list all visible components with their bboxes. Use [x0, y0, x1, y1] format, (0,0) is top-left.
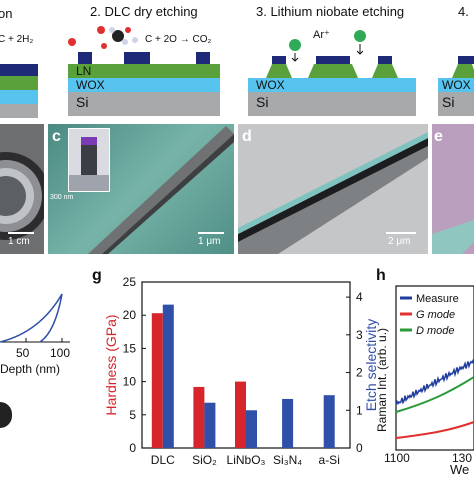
hardness-selectivity-chart: g 0 5 10 15 20 25 0 1 2 3 4 DLC SiO₂ LiNbO₃ Si₃N₄ a-Si H… — [92, 267, 379, 467]
chart-g-ytick-label-left: 10 — [123, 375, 137, 389]
chart-g-ytick-label-left: 15 — [123, 341, 137, 355]
chart-g-ytick-label-right: 1 — [356, 403, 363, 417]
bar-selectivity-1 — [204, 402, 216, 448]
chart-g-ylabel-left: Hardness (GPa) — [103, 314, 119, 415]
panel-f: 50 100 Depth (nm) — [0, 262, 78, 474]
chart-g-category-label: a-Si — [319, 453, 340, 467]
panel-f-xlabel: Depth (nm) — [0, 362, 61, 376]
raman-measured-line — [395, 358, 474, 406]
step2-stack — [68, 26, 220, 116]
panel-f-tip-image — [0, 402, 12, 428]
chart-g-ytick-label-left: 5 — [129, 408, 136, 422]
legend-label-measured: Measure — [416, 293, 459, 305]
raman-g-mode-line — [395, 421, 474, 439]
step2-equation: C + 2O → CO₂ — [145, 34, 212, 45]
bar-hardness-2 — [235, 381, 246, 448]
panel-e-letter: e — [434, 128, 443, 145]
panel-d-scale-bar — [386, 232, 416, 234]
step3-title: 3. Lithium niobate etching — [256, 4, 405, 19]
panel-h: h Measure G mode D mode 1100 130 We Rama… — [370, 262, 474, 477]
step1-equation: C + 2H₂ — [0, 34, 34, 45]
layer-label-wox: WOX — [76, 78, 105, 92]
process-schematic: on 2. DLC dry etching 3. Lithium niobate… — [0, 0, 474, 118]
raman-chart: h Measure G mode D mode 1100 130 We Rama… — [375, 267, 474, 477]
bar-selectivity-0 — [162, 304, 174, 448]
panel-c-scale-label: 1 μm — [198, 236, 221, 247]
bar-selectivity-4 — [323, 395, 335, 448]
inset-dlc-mask — [81, 137, 97, 145]
raman-ylabel: Raman Int. (arb. u.) — [375, 328, 389, 432]
panel-g: g 0 5 10 15 20 25 0 1 2 3 4 DLC SiO₂ LiNbO₃ Si₃N₄ a-Si H… — [88, 262, 388, 474]
legend-label-d: D mode — [416, 325, 455, 337]
bar-hardness-1 — [193, 386, 205, 448]
step3-stack — [248, 30, 416, 116]
chart-g-category-label: Si₃N₄ — [273, 453, 302, 467]
chart-g-ytick-label-left: 25 — [123, 275, 137, 289]
legend-label-g: G mode — [416, 309, 455, 321]
panel-b-scale-label: 1 cm — [8, 236, 30, 247]
layer-label-si-4: Si — [442, 94, 455, 110]
inset-waveguide — [81, 145, 97, 175]
panel-h-letter: h — [376, 267, 386, 284]
argon-ion-label: Ar⁺ — [313, 29, 330, 41]
panel-b-scale-bar — [8, 232, 34, 234]
step4-title-partial: 4. — [458, 4, 469, 19]
panel-d-sem: d 2 μm — [238, 124, 428, 254]
step1-stack — [0, 64, 38, 118]
panel-c-sem: c 300 nm 1 μm — [48, 124, 234, 254]
panel-d-letter: d — [242, 128, 252, 145]
bar-selectivity-2 — [246, 410, 257, 448]
chart-g-ylabel-right: Etch selectivity — [363, 319, 379, 412]
layer-label-wox-3: WOX — [256, 78, 285, 92]
process-stacks — [0, 26, 474, 118]
panel-f-plot — [0, 293, 70, 343]
panel-c-inset-scale: 300 nm — [50, 194, 74, 201]
layer-label-si: Si — [76, 94, 89, 110]
raman-xtick-1300: 130 — [452, 451, 472, 465]
chart-g-ytick-label-right: 2 — [356, 366, 363, 380]
chart-g-category-label: DLC — [151, 453, 175, 467]
panel-b-photo: 1 cm — [0, 124, 44, 254]
raman-xtick-1100: 1100 — [384, 451, 410, 465]
chart-g-ytick-label-left: 20 — [123, 308, 137, 322]
step4-stack — [438, 56, 474, 116]
layer-label-ln: LN — [76, 64, 92, 78]
raman-d-mode-line — [395, 376, 474, 413]
panel-e-sem: e — [432, 124, 474, 254]
chart-g-category-label: SiO₂ — [192, 453, 217, 467]
layer-label-wox-4: WOX — [442, 78, 471, 92]
panel-c-inset — [68, 128, 110, 192]
bar-hardness-0 — [151, 313, 163, 448]
step1-title-partial: on — [0, 6, 13, 21]
panel-g-letter: g — [92, 267, 102, 284]
inset-substrate — [69, 175, 109, 191]
bar-selectivity-3 — [282, 398, 294, 448]
panel-c-letter: c — [52, 128, 61, 145]
step2-title: 2. DLC dry etching — [90, 4, 198, 19]
chart-g-ytick-label-right: 3 — [356, 328, 363, 342]
sem-row: 1 cm c 300 nm 1 μm d 2 μm e — [0, 124, 474, 254]
chart-g-ytick-label-right: 4 — [356, 290, 363, 304]
panel-f-tick-50: 50 — [16, 346, 30, 360]
panel-f-tick-100: 100 — [50, 346, 71, 360]
panel-d-scale-label: 2 μm — [388, 236, 411, 247]
layer-label-si-3: Si — [256, 94, 269, 110]
chart-g-ytick-label-left: 0 — [129, 441, 136, 455]
chart-g-category-label: LiNbO₃ — [227, 453, 266, 467]
panel-c-scale-bar — [198, 232, 224, 234]
chart-g-ytick-label-right: 0 — [356, 441, 363, 455]
raman-xlabel: We — [450, 462, 469, 474]
